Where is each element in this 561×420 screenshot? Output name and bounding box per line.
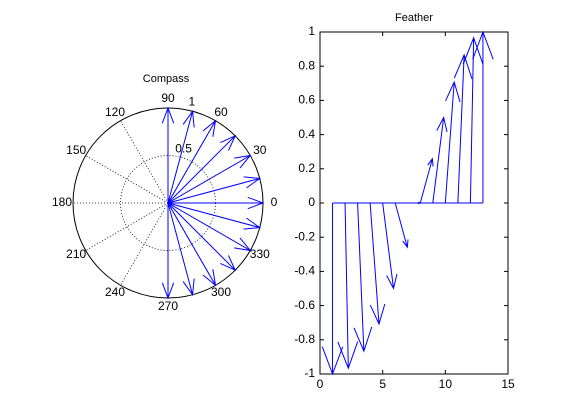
- spoke: [85, 202, 169, 251]
- spoke: [120, 120, 169, 204]
- angle-label: 300: [211, 285, 231, 299]
- compass-arrow: [167, 202, 252, 252]
- y-tick-label: -0.4: [294, 264, 315, 278]
- feather-arrow: [353, 202, 373, 353]
- x-tick-label: 10: [439, 377, 453, 391]
- y-tick-label: 0.6: [298, 93, 315, 107]
- feather-arrow: [321, 203, 344, 376]
- compass-arrow: [167, 134, 237, 204]
- compass-arrow: [167, 202, 237, 272]
- feather-arrow: [453, 53, 473, 204]
- feather-arrow: [419, 157, 434, 204]
- compass-arrow: [167, 119, 217, 204]
- angle-label: 270: [158, 299, 178, 313]
- compass-arrow: [161, 106, 175, 203]
- y-tick-label: 1: [308, 24, 315, 38]
- feather-arrow: [394, 202, 409, 249]
- compass-arrow: [167, 109, 195, 204]
- spoke: [85, 155, 169, 204]
- spoke: [120, 202, 169, 286]
- y-tick-label: -1: [304, 366, 315, 380]
- x-tick-label: 15: [501, 377, 515, 391]
- feather-arrow: [382, 202, 398, 290]
- angle-label: 120: [105, 105, 125, 119]
- x-tick-label: 0: [317, 377, 324, 391]
- feather-arrow: [369, 202, 386, 326]
- y-tick-label: 0: [308, 195, 315, 209]
- angle-label: 0: [271, 195, 278, 209]
- compass-arrow: [167, 202, 217, 287]
- y-tick-label: 0.2: [298, 161, 315, 175]
- radius-label: 1: [189, 95, 196, 109]
- feather-arrow: [472, 30, 494, 203]
- y-tick-label: -0.6: [294, 298, 315, 312]
- compass-arrow: [167, 202, 262, 230]
- feather-arrow: [432, 116, 448, 204]
- y-tick-label: 0.8: [298, 58, 315, 72]
- feather-arrow: [462, 36, 484, 204]
- feather-arrow: [444, 80, 461, 204]
- feather-title: Feather: [395, 12, 433, 24]
- compass-title: Compass: [143, 73, 190, 85]
- angle-label: 330: [250, 247, 270, 261]
- angle-label: 90: [161, 91, 175, 105]
- y-tick-label: -0.2: [294, 229, 315, 243]
- y-tick-label: -0.8: [294, 332, 315, 346]
- x-tick-label: 5: [379, 377, 386, 391]
- y-tick-label: 0.4: [298, 127, 315, 141]
- feather-arrow: [337, 202, 359, 370]
- compass-arrow: [167, 202, 195, 297]
- compass-arrow: [168, 196, 265, 210]
- angle-label: 240: [105, 285, 125, 299]
- compass-arrow: [167, 176, 262, 204]
- angle-label: 180: [52, 195, 72, 209]
- angle-label: 210: [66, 247, 86, 261]
- compass-arrow: [161, 203, 175, 300]
- radius-label: 0.5: [175, 141, 192, 155]
- angle-label: 60: [214, 105, 228, 119]
- angle-label: 30: [253, 143, 267, 157]
- compass-arrow: [167, 154, 252, 204]
- angle-label: 150: [66, 143, 86, 157]
